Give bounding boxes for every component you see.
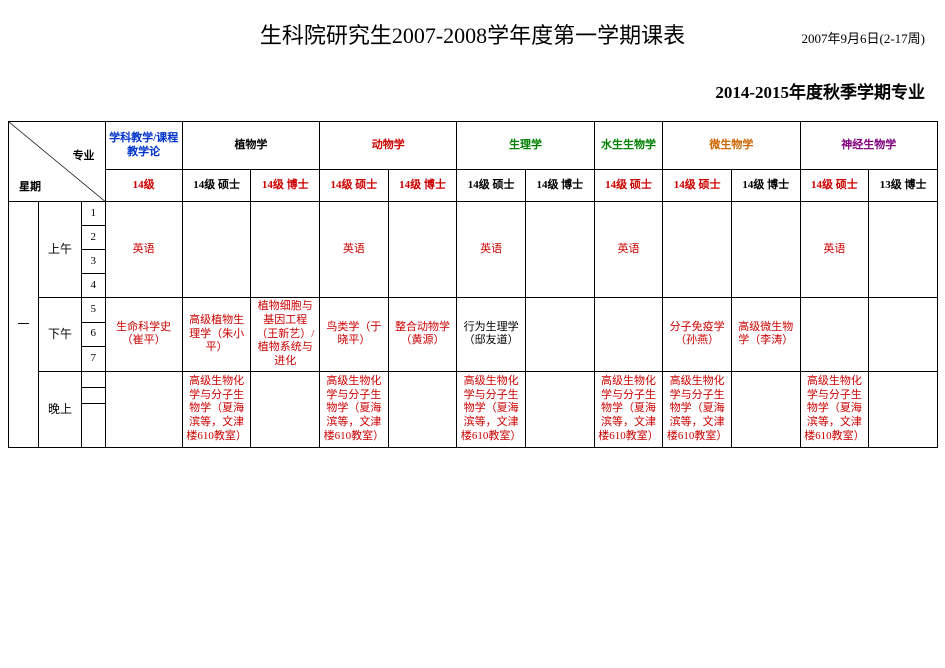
cell (105, 371, 182, 447)
cell: 高级微生物学（李涛） (731, 298, 800, 372)
cell (663, 202, 732, 298)
period-blank (81, 419, 105, 447)
period-blank (81, 403, 105, 419)
period-num: 7 (81, 347, 105, 372)
cell (800, 298, 869, 372)
level-header: 14级 博士 (731, 170, 800, 202)
cell: 鸟类学（于晓平） (320, 298, 389, 372)
period-num: 3 (81, 250, 105, 274)
period-num: 4 (81, 274, 105, 298)
period-num: 1 (81, 202, 105, 226)
major-header: 动物学 (320, 122, 457, 170)
cell (731, 371, 800, 447)
level-header: 14级 (105, 170, 182, 202)
title-date: 2007年9月6日(2-17周) (802, 28, 926, 47)
level-header: 14级 硕士 (663, 170, 732, 202)
schedule-table: 星期 专业 学科教学/课程教学论 植物学 动物学 生理学 水生生物学 微生物学 … (8, 121, 938, 448)
level-header: 14级 硕士 (594, 170, 663, 202)
level-header: 14级 硕士 (182, 170, 251, 202)
cell (731, 202, 800, 298)
cell: 高级生物化学与分子生物学（夏海滨等，文津楼610教室） (663, 371, 732, 447)
cell (388, 202, 457, 298)
cell: 行为生理学（邸友道） (457, 298, 526, 372)
cell: 高级生物化学与分子生物学（夏海滨等，文津楼610教室） (320, 371, 389, 447)
cell: 整合动物学（黄源） (388, 298, 457, 372)
eve-label: 晚上 (39, 371, 82, 447)
cell: 英语 (594, 202, 663, 298)
period-num: 2 (81, 226, 105, 250)
major-header: 生理学 (457, 122, 594, 170)
major-header: 微生物学 (663, 122, 800, 170)
corner-major-label: 专业 (73, 150, 95, 164)
level-header: 13级 博士 (869, 170, 938, 202)
level-header: 14级 博士 (388, 170, 457, 202)
table-head: 星期 专业 学科教学/课程教学论 植物学 动物学 生理学 水生生物学 微生物学 … (9, 122, 938, 202)
period-num: 5 (81, 298, 105, 323)
cell (251, 371, 320, 447)
cell: 英语 (320, 202, 389, 298)
pm-label: 下午 (39, 298, 82, 372)
cell: 英语 (105, 202, 182, 298)
cell: 分子免疫学（孙燕） (663, 298, 732, 372)
major-header: 水生生物学 (594, 122, 663, 170)
level-header: 14级 硕士 (457, 170, 526, 202)
cell (869, 202, 938, 298)
period-num: 6 (81, 322, 105, 347)
level-header: 14级 硕士 (800, 170, 869, 202)
corner-cell: 星期 专业 (9, 122, 106, 202)
cell: 生命科学史（崔平） (105, 298, 182, 372)
major-header: 神经生物学 (800, 122, 937, 170)
main-title: 生科院研究生2007-2008学年度第一学期课表 (260, 23, 685, 48)
level-header: 14级 硕士 (320, 170, 389, 202)
cell: 英语 (800, 202, 869, 298)
am-label: 上午 (39, 202, 82, 298)
major-header: 植物学 (182, 122, 319, 170)
major-header: 学科教学/课程教学论 (105, 122, 182, 170)
cell (869, 371, 938, 447)
cell: 高级生物化学与分子生物学（夏海滨等，文津楼610教室） (182, 371, 251, 447)
level-header: 14级 博士 (526, 170, 595, 202)
cell (251, 202, 320, 298)
cell: 高级生物化学与分子生物学（夏海滨等，文津楼610教室） (800, 371, 869, 447)
cell (526, 298, 595, 372)
cell (182, 202, 251, 298)
level-header: 14级 博士 (251, 170, 320, 202)
cell (526, 202, 595, 298)
cell: 高级植物生理学（朱小平） (182, 298, 251, 372)
table-body: 一 上午 1 英语 英语 英语 英语 英语 2 3 4 下午 5 生命科学史（崔… (9, 202, 938, 448)
subtitle: 2014-2015年度秋季学期专业 (0, 78, 945, 103)
cell: 高级生物化学与分子生物学（夏海滨等，文津楼610教室） (594, 371, 663, 447)
cell (594, 298, 663, 372)
title-row: 生科院研究生2007-2008学年度第一学期课表 2007年9月6日(2-17周… (0, 0, 945, 50)
cell: 英语 (457, 202, 526, 298)
period-blank (81, 387, 105, 403)
cell: 植物细胞与基因工程（王新艺）/植物系统与进化 (251, 298, 320, 372)
cell (526, 371, 595, 447)
day-cell: 一 (9, 202, 39, 448)
period-blank (81, 371, 105, 387)
corner-day-label: 星期 (19, 181, 41, 195)
cell (388, 371, 457, 447)
cell: 高级生物化学与分子生物学（夏海滨等，文津楼610教室） (457, 371, 526, 447)
cell (869, 298, 938, 372)
